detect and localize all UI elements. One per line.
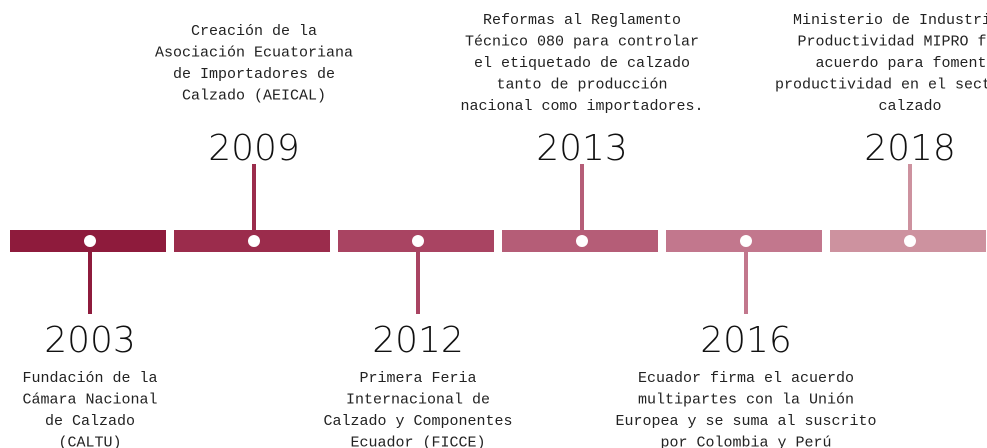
description-line: Técnico 080 para controlar	[465, 34, 699, 51]
year: 2018	[864, 128, 956, 169]
year: 2013	[536, 128, 628, 169]
timeline-dot	[904, 235, 916, 247]
description-line: por Colombia y Perú	[660, 435, 831, 448]
timeline-dot	[576, 235, 588, 247]
description-line: Primera Feria	[359, 370, 476, 387]
description-line: de Importadores de	[173, 66, 335, 83]
description-line: calzado	[878, 98, 941, 115]
description-line: (CALTU)	[58, 435, 121, 448]
description-line: Ministerio de Industrias y	[793, 12, 987, 29]
description-line: productividad en el sector del	[775, 77, 987, 94]
description-line: Ecuador firma el acuerdo	[638, 370, 854, 387]
year: 2016	[700, 320, 792, 361]
year: 2012	[372, 320, 464, 361]
description-line: nacional como importadores.	[460, 98, 703, 115]
description-line: de Calzado	[45, 413, 135, 430]
year: 2009	[208, 128, 300, 169]
description-line: Fundación de la	[22, 370, 157, 387]
year: 2003	[44, 320, 136, 361]
description-line: Calzado y Componentes	[323, 413, 512, 430]
timeline-dot	[412, 235, 424, 247]
description-line: Internacional de	[346, 392, 490, 409]
timeline-dot	[248, 235, 260, 247]
description-line: multipartes con la Unión	[638, 392, 854, 409]
timeline-dot	[84, 235, 96, 247]
description-line: Creación de la	[191, 23, 317, 40]
description-line: el etiquetado de calzado	[474, 55, 690, 72]
description-line: acuerdo para fomentar	[815, 55, 987, 72]
description-line: tanto de producción	[496, 77, 667, 94]
description-line: Reformas al Reglamento	[483, 12, 681, 29]
description-line: Cámara Nacional	[22, 392, 157, 409]
timeline-dot	[740, 235, 752, 247]
description-line: Productividad MIPRO firmó	[797, 34, 987, 51]
description-line: Europea y se suma al suscrito	[615, 413, 876, 430]
description-line: Asociación Ecuatoriana	[155, 45, 353, 62]
description-line: Calzado (AEICAL)	[182, 88, 326, 105]
description-line: Ecuador (FICCE)	[350, 435, 485, 448]
